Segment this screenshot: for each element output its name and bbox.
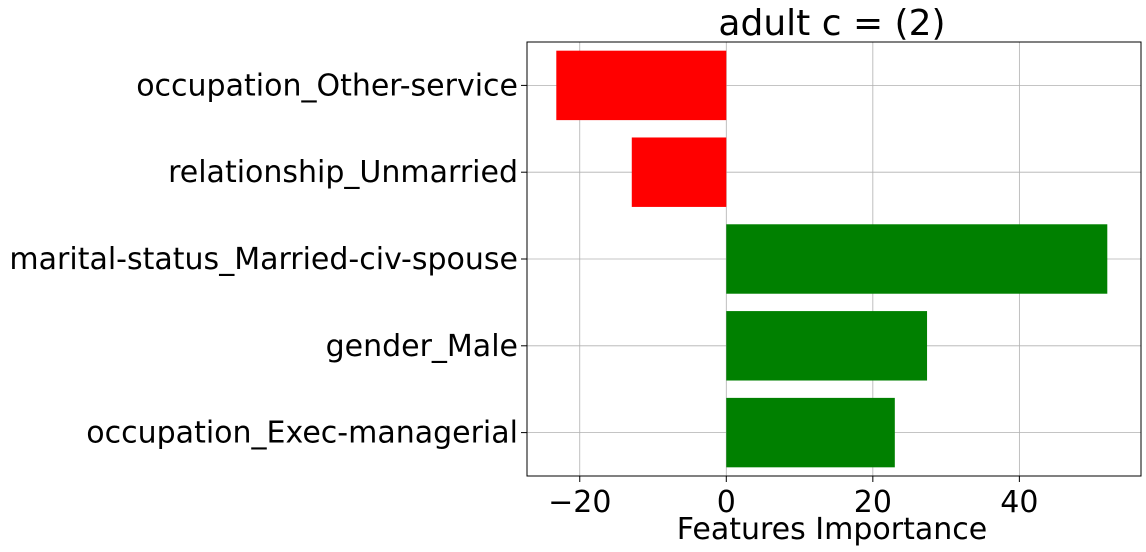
y-tick-label: occupation_Exec-managerial: [86, 416, 518, 451]
x-axis-label: Features Importance: [677, 512, 987, 547]
bar: [631, 137, 727, 207]
bar: [726, 397, 895, 468]
chart-title: adult c = (2): [718, 3, 945, 44]
x-tick-label: 40: [1000, 485, 1038, 520]
y-tick-labels: occupation_Other-service relationship_Unm…: [9, 68, 527, 451]
x-tick-label: 0: [717, 485, 736, 520]
bar: [556, 50, 727, 121]
y-tick-label: marital-status_Married-civ-spouse: [9, 242, 518, 277]
bar: [726, 224, 1108, 294]
bars: [556, 50, 1108, 468]
x-tick-label: −20: [548, 485, 611, 520]
y-tick-label: occupation_Other-service: [136, 68, 518, 103]
y-tick-label: relationship_Unmarried: [168, 155, 518, 190]
y-tick-label: gender_Male: [326, 329, 518, 364]
x-tick-label: 20: [854, 485, 892, 520]
bar: [726, 311, 928, 381]
x-tick-labels: −20 0 20 40: [548, 476, 1038, 520]
